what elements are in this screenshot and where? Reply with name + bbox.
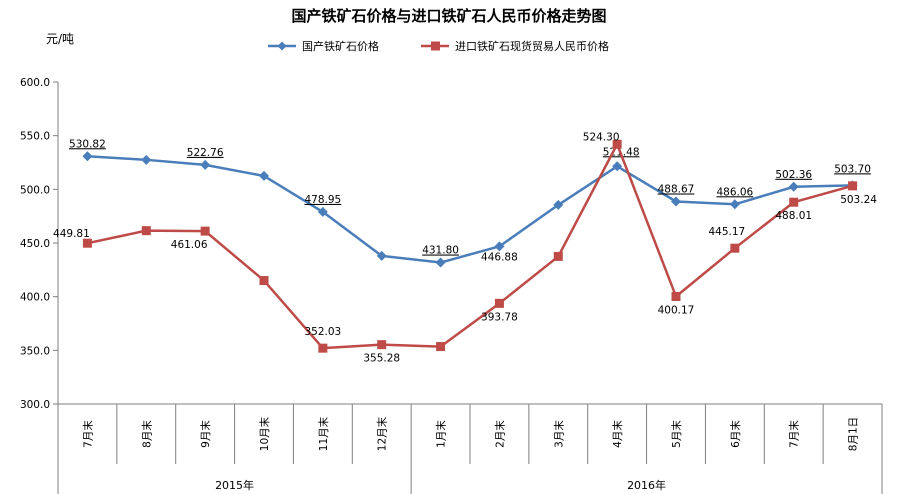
year-label: 2016年 (627, 478, 666, 492)
data-point (671, 196, 681, 207)
data-point (494, 298, 504, 308)
data-point (82, 151, 93, 162)
data-point (494, 241, 505, 252)
data-label: 461.06 (171, 239, 208, 251)
y-tick-label: 450.0 (20, 238, 50, 250)
x-tick-label: 8月末 (140, 420, 153, 448)
series-line (87, 143, 853, 350)
data-label: 522.76 (187, 147, 224, 159)
data-label: 503.24 (840, 194, 877, 206)
data-point (436, 342, 446, 352)
data-label: 431.80 (422, 245, 459, 257)
x-tick-label: 11月末 (317, 416, 330, 451)
x-tick-label: 7月末 (788, 420, 801, 448)
x-tick-label: 1月末 (435, 420, 448, 448)
data-point (377, 340, 387, 350)
series-2: 449.81 461.06 352.03 355.28 393.78 524.30 400.… (53, 131, 877, 364)
data-point (671, 291, 681, 301)
x-tick-label: 3月末 (552, 420, 565, 448)
x-tick-label: 10月末 (258, 416, 271, 451)
data-label: 503.70 (834, 163, 871, 175)
legend-marker-square (431, 41, 440, 51)
data-point (82, 238, 92, 248)
data-label: 355.28 (363, 353, 400, 365)
y-tick-label: 350.0 (20, 345, 50, 357)
data-point (729, 199, 740, 210)
data-point (612, 161, 623, 172)
data-label: 486.06 (716, 186, 753, 198)
data-label: 449.81 (53, 228, 90, 240)
data-point (848, 181, 858, 191)
legend-label: 进口铁矿石现货贸易人民币价格 (455, 39, 609, 53)
y-axis-unit-label: 元/吨 (46, 32, 74, 46)
data-point (141, 226, 151, 236)
data-point (730, 243, 740, 253)
legend-marker-diamond (277, 41, 287, 51)
legend: 国产铁矿石价格 进口铁矿石现货贸易人民币价格 (268, 39, 609, 53)
data-label: 488.01 (775, 210, 812, 222)
legend-label: 国产铁矿石价格 (302, 39, 379, 53)
x-tick-label: 4月末 (611, 420, 624, 448)
data-point (789, 197, 799, 207)
data-point (200, 226, 210, 236)
chart-title: 国产铁矿石价格与进口铁矿石人民币价格走势图 (291, 7, 606, 25)
x-tick-label: 8月1日 (848, 417, 860, 451)
data-label: 445.17 (708, 226, 745, 238)
y-tick-label: 300.0 (20, 399, 50, 411)
data-point (141, 154, 152, 165)
data-label: 524.30 (583, 131, 620, 143)
x-tick-label: 7月末 (81, 420, 94, 448)
data-label: 352.03 (304, 326, 341, 338)
data-label: 530.82 (69, 138, 106, 150)
x-tick-label: 5月末 (670, 420, 683, 448)
data-label: 488.67 (658, 183, 695, 195)
data-point (318, 343, 328, 353)
x-tick-label: 2月末 (493, 420, 506, 448)
y-tick-label: 600.0 (20, 77, 50, 89)
data-point (553, 199, 564, 210)
data-label: 393.78 (481, 311, 518, 323)
data-point (612, 139, 622, 149)
series-line (87, 155, 853, 264)
data-point (788, 181, 799, 192)
y-tick-label: 550.0 (20, 131, 50, 143)
data-point (376, 250, 387, 261)
x-tick-label: 6月末 (729, 420, 742, 448)
data-label: 478.95 (304, 194, 341, 206)
x-tick-label: 12月末 (376, 416, 389, 451)
data-label: 446.88 (481, 251, 518, 263)
data-point (435, 257, 446, 268)
data-point (317, 206, 328, 217)
x-tick-label: 9月末 (199, 420, 212, 448)
data-point (553, 251, 563, 261)
y-tick-label: 400.0 (20, 292, 50, 304)
series-layer: 530.82522.76478.95431.80446.88521.48488.… (53, 131, 877, 364)
data-point (259, 276, 269, 286)
data-label: 400.17 (658, 304, 695, 316)
axes: 300.0 350.0 400.0 450.0 500.0 550.0 600.0 7月末 8月… (20, 77, 883, 494)
data-label: 502.36 (775, 169, 812, 181)
y-tick-label: 500.0 (20, 184, 50, 196)
year-label: 2015年 (215, 478, 254, 492)
data-point (200, 159, 211, 170)
data-point (259, 170, 269, 181)
